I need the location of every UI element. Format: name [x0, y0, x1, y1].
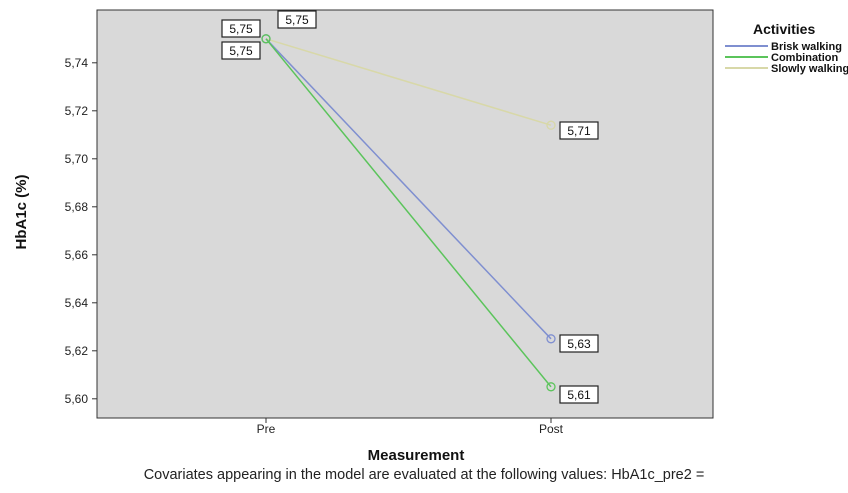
y-tick-label: 5,64 — [65, 296, 89, 310]
x-tick-label: Pre — [257, 422, 276, 436]
data-label-box — [559, 121, 599, 140]
y-axis-title: HbA1c (%) — [13, 174, 30, 249]
data-label: 5,61 — [567, 388, 591, 402]
data-point — [546, 334, 556, 344]
data-labels: 5,75 5,75 5,75 5,71 5,63 5,61 — [221, 10, 599, 404]
y-tick-label: 5,68 — [65, 200, 89, 214]
legend: Activities Brisk walkingCombinationSlowl… — [725, 21, 848, 75]
series-line — [265, 38, 552, 126]
data-label: 5,63 — [567, 337, 591, 351]
x-axis-title: Measurement — [368, 447, 465, 464]
y-tick-label: 5,62 — [65, 344, 89, 358]
y-tick-label: 5,72 — [65, 104, 89, 118]
data-label: 5,75 — [229, 22, 253, 36]
data-label-box — [277, 10, 317, 29]
series-line — [265, 38, 552, 388]
legend-item-label: Brisk walking — [771, 41, 842, 53]
y-axis: 5,60 5,62 5,64 5,66 5,68 5,70 5,72 5,74 — [65, 56, 97, 406]
legend-title: Activities — [753, 21, 815, 37]
data-label-box — [221, 19, 261, 38]
y-tick-label: 5,74 — [65, 56, 89, 70]
data-label: 5,71 — [567, 124, 591, 138]
data-label: 5,75 — [285, 13, 309, 27]
data-point — [546, 120, 556, 130]
legend-item-label: Slowly walking — [771, 63, 848, 75]
series-layer — [261, 34, 556, 392]
data-point — [261, 34, 271, 44]
x-tick-label: Post — [539, 422, 564, 436]
y-tick-label: 5,66 — [65, 248, 89, 262]
y-tick-label: 5,70 — [65, 152, 89, 166]
legend-item-label: Combination — [771, 52, 838, 64]
data-point — [546, 382, 556, 392]
data-label-box — [559, 385, 599, 404]
x-axis: Pre Post — [257, 418, 564, 436]
series-line — [265, 38, 552, 340]
covariates-footnote: Covariates appearing in the model are ev… — [143, 467, 705, 483]
y-tick-label: 5,60 — [65, 392, 89, 406]
data-label-box — [559, 334, 599, 353]
plot-area — [96, 9, 714, 419]
data-label: 5,75 — [229, 44, 253, 58]
data-label-box — [221, 41, 261, 60]
